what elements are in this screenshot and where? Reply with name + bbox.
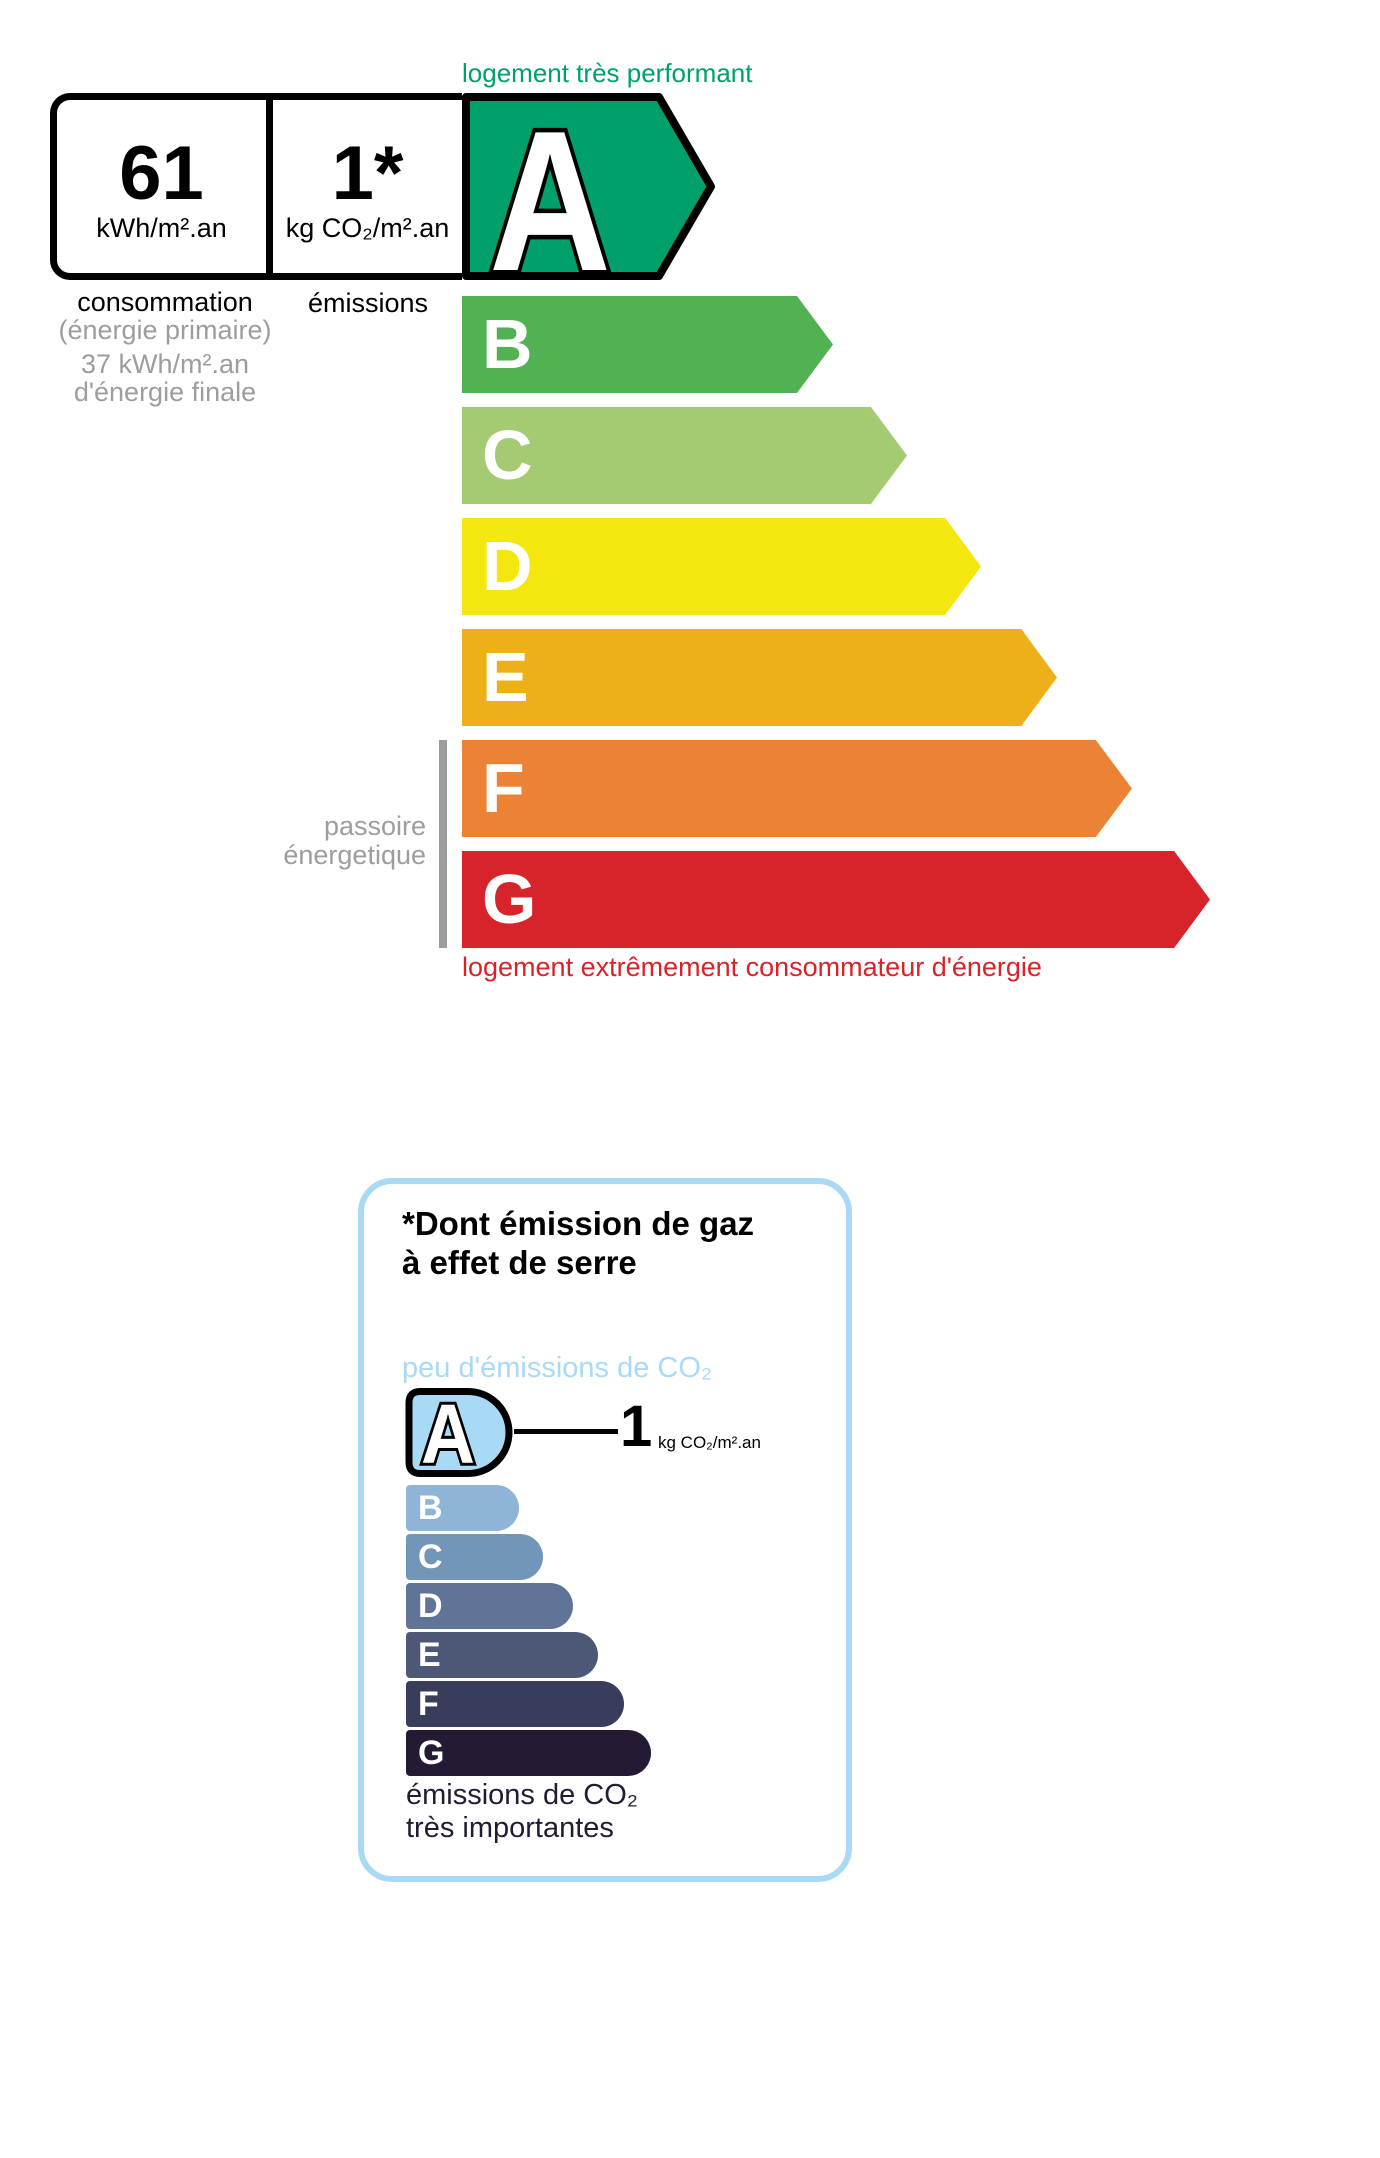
energy-class-f-arrow: F xyxy=(462,740,1132,837)
final-energy-value: 37 kWh/m².an xyxy=(80,349,250,379)
energy-class-d-letter: D xyxy=(482,527,533,605)
energy-class-c-letter: C xyxy=(482,416,533,494)
energy-class-a-arrow: A xyxy=(462,93,715,280)
co2-value: 1 xyxy=(620,1394,653,1459)
consumption-unit: kWh/m².an xyxy=(96,213,227,243)
co2-panel-title: *Dont émission de gaz à effet de serre xyxy=(402,1204,754,1282)
energy-sieve-label-line1: passoire xyxy=(323,811,426,841)
top-performance-caption: logement très performant xyxy=(462,58,753,88)
emissions-cell: 1* kg CO₂/m².an xyxy=(273,100,462,273)
co2-class-g-letter: G xyxy=(418,1734,445,1772)
co2-low-caption: peu d'émissions de CO₂ xyxy=(402,1352,713,1384)
co2-class-g-bar: G xyxy=(406,1730,651,1776)
co2-class-c-bar: C xyxy=(406,1534,543,1580)
energy-class-a-letter: A xyxy=(489,93,611,280)
final-energy-caption: d'énergie finale xyxy=(73,377,257,407)
energy-class-b-letter: B xyxy=(482,305,533,383)
co2-class-b-letter: B xyxy=(418,1489,443,1527)
consumption-cell: 61 kWh/m².an xyxy=(57,100,273,273)
consumption-caption-block: consommation (énergie primaire) 37 kWh/m… xyxy=(35,288,295,406)
co2-high-caption-line2: très importantes xyxy=(406,1812,614,1844)
co2-class-f-bar: F xyxy=(406,1681,624,1727)
emissions-unit: kg CO₂/m².an xyxy=(285,213,450,243)
consumption-caption: consommation xyxy=(77,287,253,317)
energy-class-c-arrow: C xyxy=(462,407,907,504)
energy-class-g-letter: G xyxy=(482,860,537,938)
co2-class-a-letter: A xyxy=(421,1387,475,1479)
co2-high-caption: émissions de CO₂ très importantes xyxy=(406,1779,638,1845)
energy-sieve-label-line2: énergetique xyxy=(283,840,426,870)
co2-class-e-letter: E xyxy=(418,1636,441,1674)
value-box: 61 kWh/m².an 1* kg CO₂/m².an xyxy=(50,93,462,280)
emissions-caption: émissions xyxy=(307,288,429,318)
energy-class-f-letter: F xyxy=(482,749,525,827)
co2-class-a-badge: A xyxy=(405,1387,513,1479)
co2-class-e-bar: E xyxy=(406,1632,598,1678)
co2-high-caption-line1: émissions de CO₂ xyxy=(406,1779,639,1811)
co2-class-f-letter: F xyxy=(418,1685,439,1723)
high-consumption-caption: logement extrêmement consommateur d'éner… xyxy=(462,952,1042,982)
co2-panel-title-line2: à effet de serre xyxy=(402,1244,637,1281)
co2-value-connector-line xyxy=(514,1429,618,1434)
emissions-value: 1* xyxy=(331,131,404,216)
co2-value-unit: kg CO₂/m².an xyxy=(658,1433,761,1452)
co2-class-d-letter: D xyxy=(418,1587,443,1625)
co2-panel-title-line1: *Dont émission de gaz xyxy=(402,1205,755,1242)
co2-emissions-panel: *Dont émission de gaz à effet de serre p… xyxy=(358,1178,852,1882)
co2-class-d-bar: D xyxy=(406,1583,573,1629)
consumption-value: 61 xyxy=(119,131,204,216)
energy-class-b-arrow: B xyxy=(462,296,833,393)
energy-class-g-arrow: G xyxy=(462,851,1210,948)
energy-class-e-letter: E xyxy=(482,638,529,716)
energy-class-e-arrow: E xyxy=(462,629,1057,726)
energy-sieve-marker-bar xyxy=(439,740,447,948)
co2-class-c-letter: C xyxy=(418,1538,443,1576)
consumption-caption-detail: (énergie primaire) xyxy=(58,315,272,345)
energy-class-d-arrow: D xyxy=(462,518,981,615)
co2-class-b-bar: B xyxy=(406,1485,519,1531)
energy-sieve-label: passoire énergetique xyxy=(240,812,426,870)
